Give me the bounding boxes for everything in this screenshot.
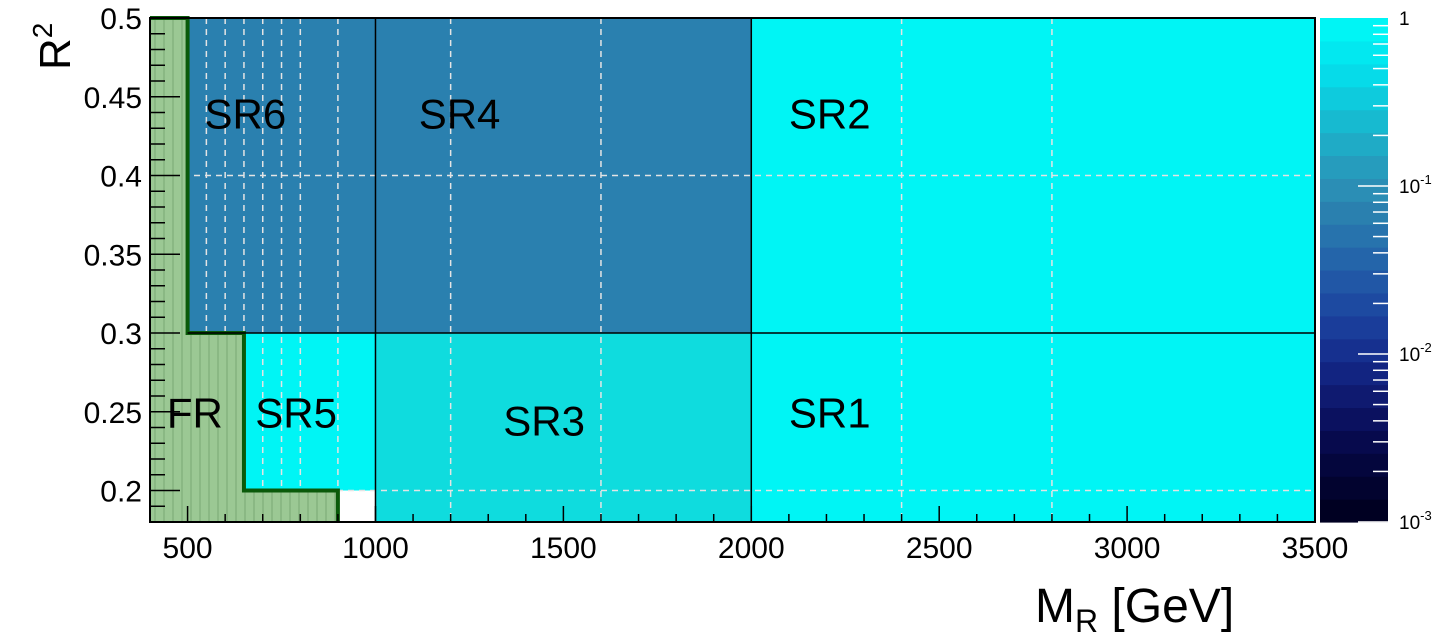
x-tick-label: 1500: [530, 532, 597, 565]
x-tick-label: 2500: [906, 532, 973, 565]
region-label-sr1: SR1: [789, 390, 871, 437]
colorbar-band: [1320, 155, 1388, 179]
colorbar-band: [1320, 109, 1388, 134]
colorbar-band: [1320, 476, 1388, 500]
region-label-sr6: SR6: [204, 90, 286, 137]
x-tick-label: 3000: [1094, 532, 1161, 565]
colorbar-tick-label: 10-2: [1399, 340, 1432, 366]
colorbar-band: [1320, 499, 1388, 523]
x-tick-label: 500: [163, 532, 213, 565]
colorbar-band: [1320, 201, 1388, 225]
fr-region-fill: [150, 18, 338, 522]
colorbar: 1 10-1 10-2 10-3: [1320, 9, 1432, 534]
region-label-sr5: SR5: [255, 390, 337, 437]
colorbar-band: [1320, 270, 1388, 294]
x-tick-label: 3500: [1282, 532, 1349, 565]
colorbar-tick-label: 1: [1399, 9, 1410, 30]
region-labels: SR1 SR2 SR3 SR4 SR5 SR6 FR: [167, 90, 871, 444]
colorbar-band: [1320, 18, 1388, 42]
y-tick-label: 0.35: [84, 239, 142, 272]
colorbar-band: [1320, 224, 1388, 248]
colorbar-band: [1320, 292, 1388, 317]
colorbar-band: [1320, 86, 1388, 111]
x-axis-title-subscript: R: [1075, 603, 1098, 635]
y-tick-label: 0.45: [84, 82, 142, 115]
x-tick-label: 1000: [342, 532, 409, 565]
y-tick-label: 0.25: [84, 397, 142, 430]
y-axis-title: R2: [27, 23, 80, 70]
region-label-sr2: SR2: [789, 90, 871, 137]
colorbar-tick-label: 10-1: [1399, 172, 1432, 198]
colorbar-band: [1320, 40, 1388, 65]
y-tick-label: 0.3: [100, 318, 142, 351]
y-tick-label: 0.4: [100, 161, 142, 194]
region-label-sr4: SR4: [419, 90, 501, 137]
colorbar-band: [1320, 430, 1388, 454]
colorbar-band: [1320, 384, 1388, 409]
colorbar-band: [1320, 63, 1388, 88]
colorbar-band: [1320, 361, 1388, 386]
colorbar-band: [1320, 338, 1388, 363]
empty-cell: [337, 490, 376, 522]
y-axis-title-superscript: 2: [27, 23, 58, 39]
y-tick-label: 0.2: [100, 476, 142, 509]
x-axis-title: MR [GeV]: [1035, 580, 1234, 635]
x-axis-title-unit: [GeV]: [1098, 580, 1234, 633]
y-axis: 0.2 0.25 0.3 0.35 0.4 0.45 0.5: [84, 3, 180, 523]
colorbar-band: [1320, 247, 1388, 271]
x-axis: 500 1000 1500 2000 2500 3000 3500: [149, 506, 1349, 565]
colorbar-band: [1320, 315, 1388, 340]
colorbar-band: [1320, 453, 1388, 477]
region-label-fr: FR: [167, 390, 223, 437]
colorbar-band: [1320, 178, 1388, 202]
colorbar-tick-label: 10-3: [1399, 508, 1432, 534]
region-label-sr3: SR3: [503, 397, 585, 444]
colorbar-band: [1320, 407, 1388, 431]
y-tick-label: 0.5: [100, 3, 142, 36]
x-tick-label: 2000: [718, 532, 785, 565]
colorbar-band: [1320, 132, 1388, 157]
